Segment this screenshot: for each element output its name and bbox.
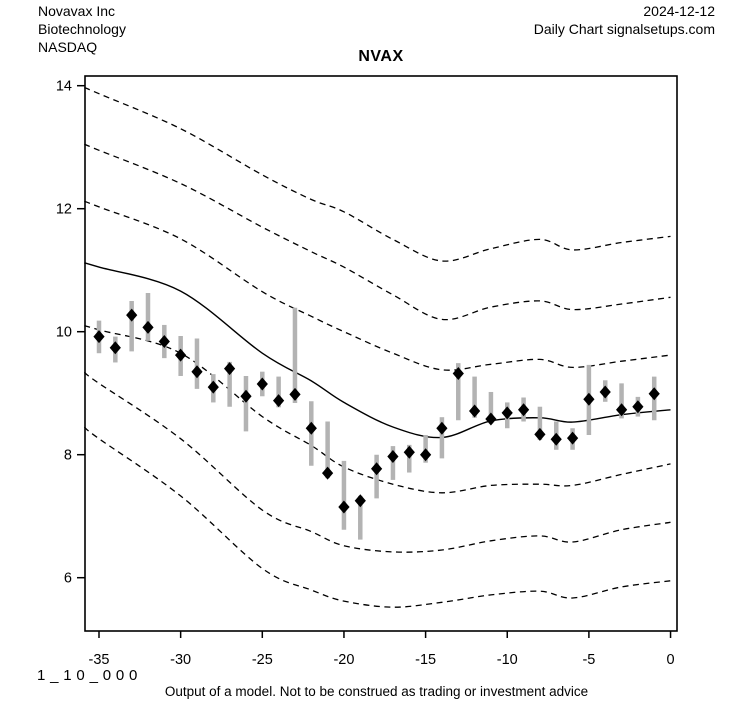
close-diamond [599, 385, 611, 399]
close-diamond [632, 400, 644, 414]
close-diamond [322, 466, 334, 480]
close-diamond [338, 500, 350, 514]
close-diamond [93, 330, 105, 344]
close-diamond [501, 406, 513, 420]
svg-text:12: 12 [56, 202, 72, 218]
close-diamond [256, 377, 268, 391]
close-diamond [550, 432, 562, 446]
svg-text:-10: -10 [497, 652, 518, 668]
close-diamond [109, 341, 121, 355]
svg-text:0: 0 [667, 652, 675, 668]
lower-band-2 [83, 371, 671, 553]
model-bands [83, 86, 671, 608]
close-diamond [142, 320, 154, 334]
svg-text:-25: -25 [252, 652, 273, 668]
upper-band-1 [84, 200, 671, 371]
close-diamond [485, 412, 497, 426]
chart-date: 2024-12-12 [643, 3, 715, 19]
close-diamond [371, 462, 383, 476]
exchange-label: NASDAQ [38, 39, 98, 55]
axis-box [84, 75, 678, 632]
close-diamond [567, 431, 579, 445]
sector-label: Biotechnology [38, 21, 126, 37]
x-axis-ticks [98, 631, 672, 638]
close-diamond [305, 421, 317, 435]
lower-band-3 [83, 426, 671, 608]
header-left: Novavax Inc Biotechnology NASDAQ [38, 2, 126, 56]
close-diamond [273, 394, 285, 408]
close-diamond [191, 365, 203, 379]
close-diamond [207, 380, 219, 394]
close-diamond [583, 392, 595, 406]
close-diamond [420, 448, 432, 462]
close-diamond [534, 427, 546, 441]
svg-text:-20: -20 [333, 652, 354, 668]
upper-band-3 [84, 86, 671, 262]
close-diamond [616, 403, 628, 417]
close-diamond [175, 348, 187, 362]
y-axis-ticks [77, 84, 85, 579]
model-code: 1_10_000 [37, 667, 143, 684]
company-name: Novavax Inc [38, 3, 116, 19]
x-axis-tick-labels: -35 -30 -25 -20 -15 -10 -5 0 [89, 652, 675, 668]
svg-text:-5: -5 [582, 652, 595, 668]
svg-text:14: 14 [56, 79, 72, 95]
close-diamond [126, 308, 138, 322]
price-diamonds [93, 308, 660, 514]
header-right: 2024-12-12 Daily Chart signalsetups.com [534, 2, 715, 38]
close-diamond [224, 362, 236, 376]
disclaimer: Output of a model. Not to be construed a… [164, 684, 589, 699]
close-diamond [452, 367, 464, 380]
svg-text:6: 6 [64, 571, 72, 587]
svg-text:-15: -15 [415, 652, 436, 668]
svg-text:-35: -35 [89, 652, 110, 668]
close-diamond [436, 421, 448, 435]
y-axis-tick-labels: 6 8 10 12 14 [56, 79, 72, 587]
close-diamond [240, 389, 252, 403]
price-range-bars [96, 292, 657, 540]
close-diamond [354, 494, 366, 508]
close-diamond [387, 450, 399, 463]
svg-text:-30: -30 [170, 652, 191, 668]
close-diamond [469, 404, 481, 418]
close-diamond [403, 445, 415, 459]
svg-text:10: 10 [56, 325, 72, 341]
chart-title: NVAX [358, 48, 404, 65]
model-center-line [84, 262, 671, 439]
close-diamond [518, 403, 530, 417]
close-diamond [158, 335, 170, 348]
close-diamond [648, 387, 660, 401]
chart-source-line: Daily Chart signalsetups.com [533, 21, 715, 37]
upper-band-2 [84, 143, 671, 321]
svg-text:8: 8 [64, 448, 72, 464]
close-diamond [289, 387, 301, 401]
